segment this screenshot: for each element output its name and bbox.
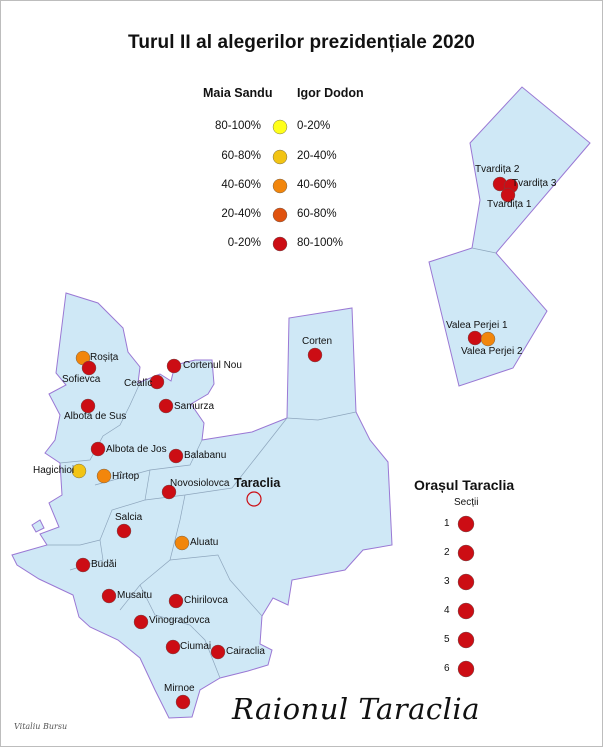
legend-dot-5	[272, 236, 288, 252]
legend-dodon-range-1: 0-20%	[297, 120, 331, 132]
oras-title: Orașul Taraclia	[414, 477, 515, 493]
section-num-3: 3	[444, 576, 450, 587]
dot-salcia	[116, 523, 132, 539]
oras-section-dots	[457, 515, 475, 678]
label-tvardita-3: Tvardița 3	[512, 178, 557, 189]
region-main	[11, 292, 393, 719]
dot-budai	[75, 557, 91, 573]
label-mirnoe: Mirnoe	[164, 683, 195, 694]
label-valea-perjei-1: Valea Perjei 1	[446, 320, 508, 331]
dot-albota-de-sus	[80, 398, 96, 414]
label-samurza: Samurza	[174, 401, 215, 412]
dot-vinogradovca	[133, 614, 149, 630]
label-budai: Budăi	[91, 559, 117, 570]
legend-dodon-range-2: 20-40%	[297, 150, 337, 162]
inner-borders	[47, 382, 357, 679]
legend-dot-1	[272, 119, 288, 135]
author-signature: Vitaliu Bursu	[14, 722, 68, 731]
section-num-5: 5	[444, 634, 450, 645]
label-cealic: Cealîc	[124, 378, 153, 389]
label-hirtop: Hîrtop	[112, 471, 140, 482]
label-rosita: Roșița	[90, 352, 119, 363]
label-musaitu: Musaitu	[117, 590, 153, 601]
label-tvardita-1: Tvardița 1	[487, 199, 532, 210]
dot-mirnoe	[175, 694, 191, 710]
dot-musaitu	[101, 588, 117, 604]
section-num-2: 2	[444, 547, 450, 558]
dot-tvardita-1	[500, 187, 516, 203]
label-corten: Corten	[302, 336, 333, 347]
dot-chirilovca	[168, 593, 184, 609]
raion-title: Raionul Taraclia	[232, 692, 480, 726]
label-salcia: Salcia	[115, 512, 143, 523]
section-num-4: 4	[444, 605, 450, 616]
legend-sandu-range-1: 80-100%	[214, 120, 261, 132]
label-vinogradovca: Vinogradovca	[149, 615, 210, 626]
dot-sofievca	[81, 360, 97, 376]
legend-header-dodon: Igor Dodon	[297, 86, 364, 100]
label-balabanu: Balabanu	[184, 450, 227, 461]
section-dot-6	[457, 660, 475, 678]
dot-cortenul-nou	[166, 358, 182, 374]
region-northeast-inner-line	[471, 247, 497, 254]
label-valea-perjei-2: Valea Perjei 2	[461, 346, 523, 357]
locality-dots	[71, 176, 519, 710]
label-tvardita-2: Tvardița 2	[475, 164, 520, 175]
dot-valea-perjei-1	[467, 330, 483, 346]
section-dot-1	[457, 515, 475, 533]
map-title: Turul II al alegerilor prezidențiale 202…	[128, 32, 475, 53]
dot-albota-de-jos	[90, 441, 106, 457]
dot-balabanu	[168, 448, 184, 464]
label-ciumai: Ciumai	[180, 641, 212, 652]
legend-dot-4	[272, 207, 288, 223]
dot-novosiolovca	[161, 484, 177, 500]
dot-hagichioi	[71, 463, 87, 479]
label-cortenul-nou: Cortenul Nou	[183, 360, 242, 371]
section-num-6: 6	[444, 663, 450, 674]
legend-dodon-range-5: 80-100%	[297, 237, 344, 249]
legend-dodon-range-4: 60-80%	[297, 208, 337, 220]
region-island	[31, 519, 45, 533]
legend-sandu-range-2: 60-80%	[221, 150, 261, 162]
legend-dot-2	[272, 149, 288, 165]
dot-samurza	[158, 398, 174, 414]
label-sofievca: Sofievca	[62, 374, 101, 385]
dot-aluatu	[174, 535, 190, 551]
section-num-1: 1	[444, 518, 450, 529]
legend-dot-3	[272, 178, 288, 194]
legend-header-sandu: Maia Sandu	[203, 86, 273, 100]
label-aluatu: Aluatu	[190, 537, 219, 548]
taraclia-town-marker	[246, 491, 262, 507]
section-dot-4	[457, 602, 475, 620]
label-cairaclia: Cairaclia	[226, 646, 265, 657]
dot-ciumai	[165, 639, 181, 655]
legend-sandu-range-3: 40-60%	[221, 179, 261, 191]
dot-hirtop	[96, 468, 112, 484]
region-northeast	[428, 86, 591, 387]
dot-cealic	[149, 374, 165, 390]
label-novosiolovca: Novosiolovca	[170, 478, 230, 489]
label-albota-de-jos: Albota de Jos	[106, 444, 167, 455]
label-chirilovca: Chirilovca	[184, 595, 228, 606]
oras-subtitle: Secții	[454, 497, 479, 508]
legend-sandu-range-5: 0-20%	[227, 237, 261, 249]
section-dot-3	[457, 573, 475, 591]
label-hagichioi: Hagichioi	[33, 465, 75, 476]
legend-sandu-range-4: 20-40%	[221, 208, 261, 220]
section-dot-5	[457, 631, 475, 649]
dot-cairaclia	[210, 644, 226, 660]
legend-dodon-range-3: 40-60%	[297, 179, 337, 191]
dot-valea-perjei-2	[480, 331, 496, 347]
label-taraclia-town: Taraclia	[234, 476, 281, 490]
label-albota-de-sus: Albota de Sus	[64, 411, 127, 422]
section-dot-2	[457, 544, 475, 562]
dot-corten	[307, 347, 323, 363]
